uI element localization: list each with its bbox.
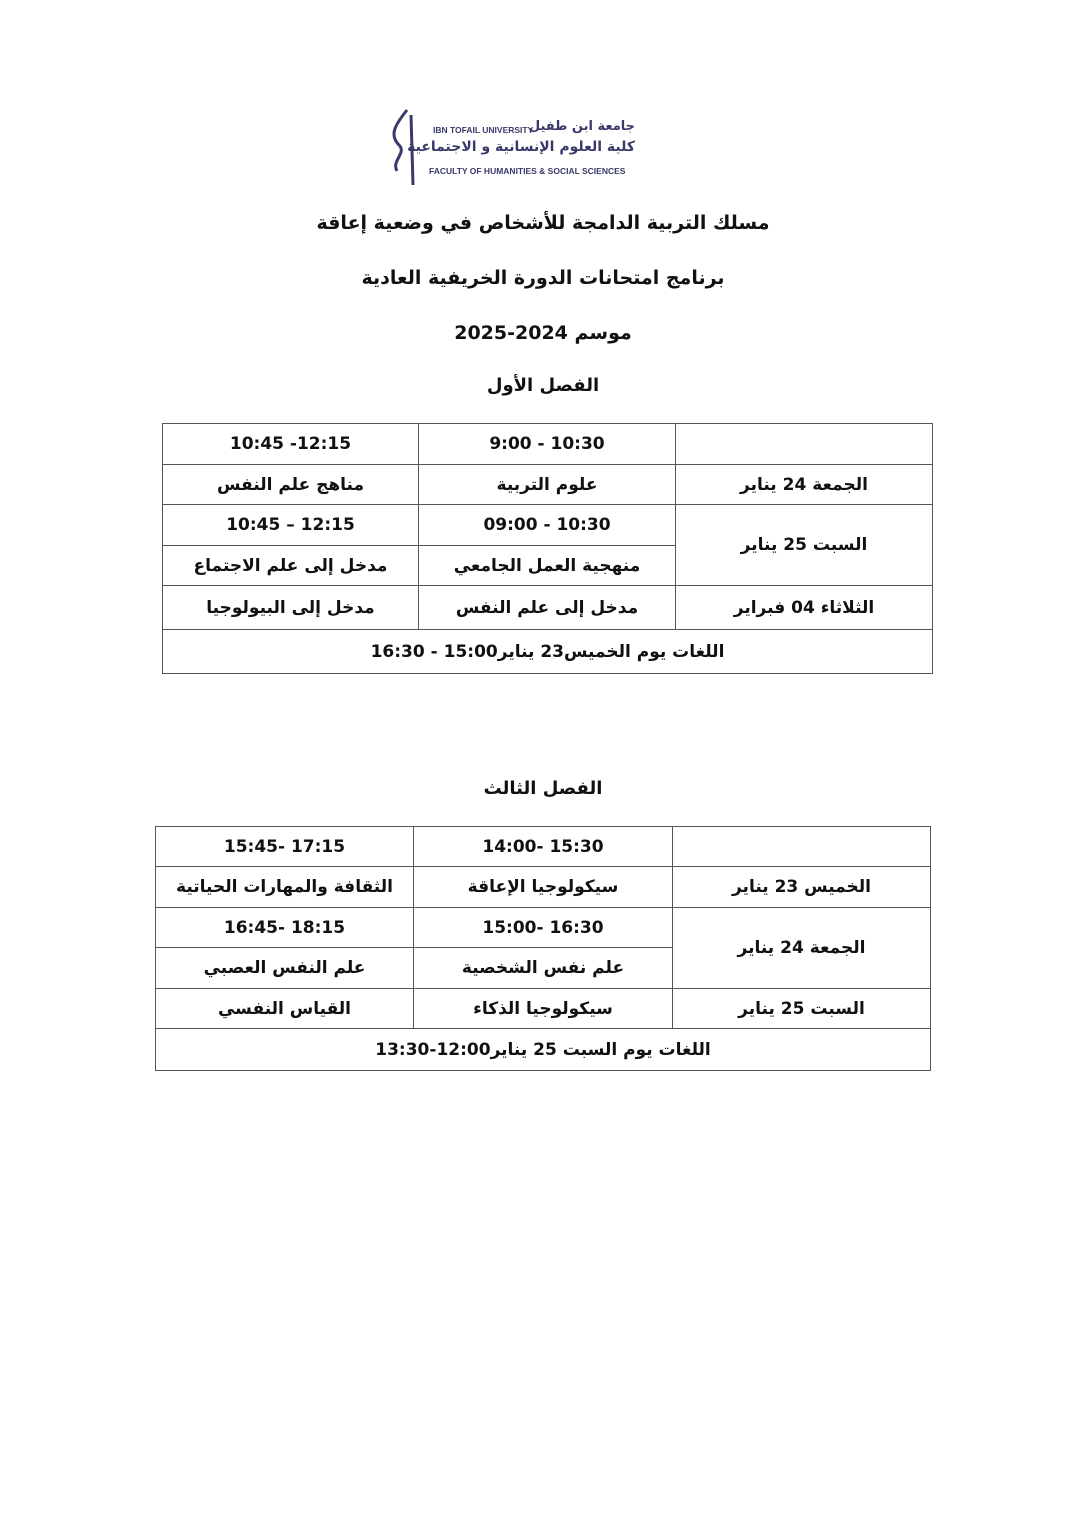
table-row: السبت 25 يناير سيكولوجيا الذكاء القياس ا… bbox=[155, 988, 931, 1029]
program-title: مسلك التربية الدامجة للأشخاص في وضعية إع… bbox=[316, 212, 770, 234]
subject-cell: مدخل إلى علم النفس bbox=[418, 585, 676, 630]
table-row: الجمعة 24 يناير علوم التربية مناهج علم ا… bbox=[162, 464, 933, 505]
schedule-title: برنامج امتحانات الدورة الخريفية العادية bbox=[361, 267, 725, 289]
languages-cell: اللغات يوم السبت 25 يناير12:00-13:30 bbox=[155, 1028, 931, 1071]
languages-cell: اللغات يوم الخميس23 يناير15:00 - 16:30 bbox=[162, 629, 933, 674]
day-cell: الجمعة 24 يناير bbox=[672, 907, 931, 989]
table-row: منهجية العمل الجامعي مدخل إلى علم الاجتم… bbox=[162, 545, 933, 586]
empty-cell bbox=[672, 826, 931, 867]
semester3-table: 14:00- 15:30 15:45- 17:15 الخميس 23 يناي… bbox=[155, 826, 931, 1071]
semester3-title: الفصل الثالث bbox=[483, 778, 603, 799]
day-cell: السبت 25 يناير bbox=[675, 504, 933, 586]
time-cell: 10:45 -12:15 bbox=[162, 423, 419, 465]
semester1-table: 9:00 - 10:30 10:45 -12:15 الجمعة 24 يناي… bbox=[162, 423, 933, 674]
subject-cell: علوم التربية bbox=[418, 464, 676, 505]
subject-cell: سيكولوجيا الذكاء bbox=[413, 988, 673, 1029]
table-row: الخميس 23 يناير سيكولوجيا الإعاقة الثقاف… bbox=[155, 866, 931, 908]
logo-en-university: IBN TOFAIL UNIVERSITY bbox=[433, 125, 534, 135]
time-cell: 10:45 – 12:15 bbox=[162, 504, 419, 546]
subject-cell: منهجية العمل الجامعي bbox=[418, 545, 676, 586]
subject-cell: سيكولوجيا الإعاقة bbox=[413, 866, 673, 908]
day-cell: الثلاثاء 04 فبراير bbox=[675, 585, 933, 630]
table-row: 9:00 - 10:30 10:45 -12:15 bbox=[162, 423, 933, 465]
day-cell: الخميس 23 يناير bbox=[672, 866, 931, 908]
table-row: اللغات يوم السبت 25 يناير12:00-13:30 bbox=[155, 1028, 931, 1071]
semester1-title: الفصل الأول bbox=[486, 375, 600, 396]
empty-cell bbox=[675, 423, 933, 465]
subject-cell: علم نفس الشخصية bbox=[413, 947, 673, 989]
table-row: الثلاثاء 04 فبراير مدخل إلى علم النفس مد… bbox=[162, 585, 933, 630]
logo-emblem-icon bbox=[392, 109, 415, 186]
time-cell: 09:00 - 10:30 bbox=[418, 504, 676, 546]
logo-en-faculty: FACULTY OF HUMANITIES & SOCIAL SCIENCES bbox=[429, 166, 626, 176]
table-row: الجمعة 24 يناير 15:00- 16:30 16:45- 18:1… bbox=[155, 907, 931, 989]
subject-cell: الثقافة والمهارات الحياتية bbox=[155, 866, 414, 908]
subject-cell: مدخل إلى علم الاجتماع bbox=[162, 545, 419, 586]
subject-cell: مناهج علم النفس bbox=[162, 464, 419, 505]
time-cell: 16:45- 18:15 bbox=[155, 907, 414, 948]
subject-cell: مدخل إلى البيولوجيا bbox=[162, 585, 419, 630]
table-row: السبت 25 يناير 09:00 - 10:30 10:45 – 12:… bbox=[162, 504, 933, 586]
table-row: 14:00- 15:30 15:45- 17:15 bbox=[155, 826, 931, 867]
university-logo: IBN TOFAIL UNIVERSITY جامعة ابن طفيل كلي… bbox=[385, 105, 645, 190]
subject-cell: علم النفس العصبي bbox=[155, 947, 414, 989]
table-row: علم نفس الشخصية علم النفس العصبي bbox=[155, 947, 931, 989]
time-cell: 15:45- 17:15 bbox=[155, 826, 414, 867]
time-cell: 15:00- 16:30 bbox=[413, 907, 673, 948]
time-cell: 9:00 - 10:30 bbox=[418, 423, 676, 465]
day-cell: الجمعة 24 يناير bbox=[675, 464, 933, 505]
logo-ar-university: جامعة ابن طفيل bbox=[528, 119, 635, 134]
time-cell: 14:00- 15:30 bbox=[413, 826, 673, 867]
table-row: اللغات يوم الخميس23 يناير15:00 - 16:30 bbox=[162, 629, 933, 674]
season-title: موسم 2024-2025 bbox=[454, 322, 632, 344]
subject-cell: القياس النفسي bbox=[155, 988, 414, 1029]
day-cell: السبت 25 يناير bbox=[672, 988, 931, 1029]
logo-ar-faculty: كلية العلوم الإنسانية و الاجتماعية bbox=[407, 139, 635, 155]
